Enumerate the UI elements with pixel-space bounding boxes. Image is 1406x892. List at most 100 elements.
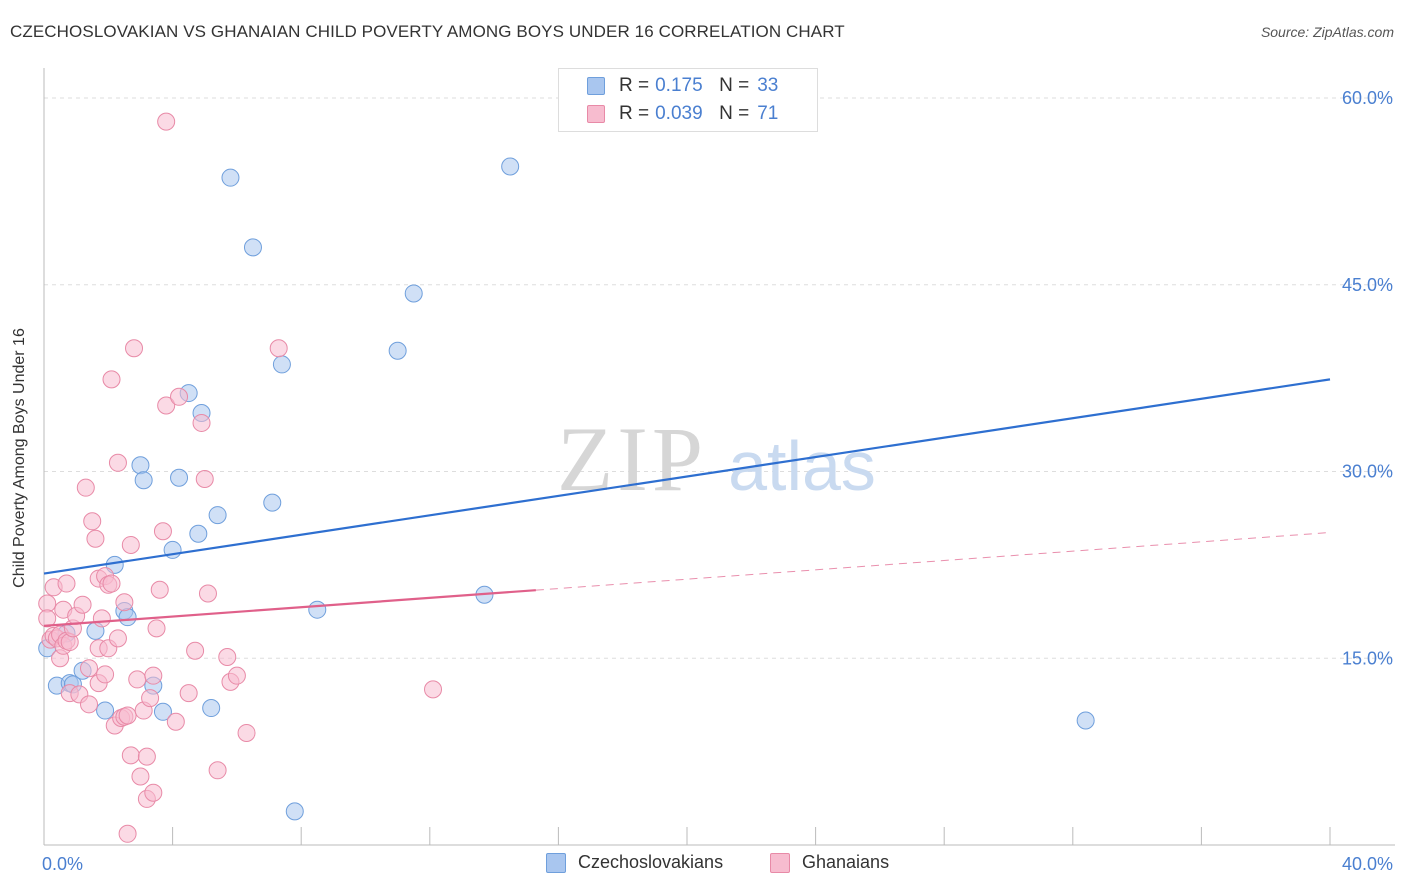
- data-point: [388, 341, 407, 360]
- data-point: [92, 609, 111, 628]
- data-point: [153, 702, 172, 721]
- y-tick-label: 60.0%: [1342, 88, 1393, 108]
- legend-swatch-blue: [587, 77, 605, 95]
- data-point: [404, 284, 423, 303]
- data-point: [237, 723, 256, 742]
- data-point: [157, 112, 176, 131]
- data-point: [108, 629, 127, 648]
- x-tick-label: 40.0%: [1342, 854, 1393, 874]
- data-point: [38, 609, 57, 628]
- data-point: [501, 157, 520, 176]
- correlation-legend: R = 0.175 N = 33 R = 0.039 N = 71: [558, 68, 818, 132]
- legend-r-value: 0.039: [655, 103, 703, 124]
- data-point: [192, 413, 211, 432]
- legend-swatch-blue: [546, 852, 566, 873]
- legend-item-ghanaians[interactable]: Ghanaians: [770, 852, 889, 873]
- data-point: [108, 453, 127, 472]
- data-point: [157, 396, 176, 415]
- y-tick-label: 15.0%: [1342, 648, 1393, 668]
- y-tick-label: 45.0%: [1342, 275, 1393, 295]
- grid-lines: [44, 97, 1395, 659]
- data-point: [195, 469, 214, 488]
- data-point: [102, 370, 121, 389]
- data-point: [186, 641, 205, 660]
- data-point: [170, 387, 189, 406]
- data-point: [76, 478, 95, 497]
- data-point: [221, 168, 240, 187]
- data-point: [208, 761, 227, 780]
- legend-r-label: R =: [619, 103, 650, 124]
- data-point: [147, 619, 166, 638]
- data-point: [189, 524, 208, 543]
- data-point: [153, 522, 172, 541]
- legend-label-ghanaians: Ghanaians: [802, 852, 890, 872]
- data-point: [121, 746, 140, 765]
- data-point: [202, 699, 221, 718]
- data-point: [141, 689, 160, 708]
- legend-row-czechoslovakians: R = 0.175 N = 33: [587, 74, 778, 98]
- data-point: [57, 574, 76, 593]
- trend-line: [43, 589, 536, 627]
- data-point: [227, 666, 246, 685]
- legend-swatch-pink: [770, 852, 790, 873]
- data-point: [80, 659, 99, 678]
- legend-n-label: N =: [719, 75, 750, 96]
- axes: [43, 68, 1395, 846]
- data-point: [170, 468, 189, 487]
- data-point: [218, 648, 237, 667]
- legend-r-value: 0.175: [655, 75, 703, 96]
- data-point: [80, 695, 99, 714]
- legend-n-value: 33: [757, 75, 779, 96]
- data-point: [118, 706, 137, 725]
- trend-line: [43, 378, 1331, 575]
- legend-row-ghanaians: R = 0.039 N = 71: [587, 102, 778, 126]
- data-point: [272, 355, 291, 374]
- data-point: [96, 701, 115, 720]
- data-point: [243, 238, 262, 257]
- data-point: [118, 608, 137, 627]
- data-point: [118, 824, 137, 843]
- data-point: [144, 783, 163, 802]
- legend-r-label: R =: [619, 75, 650, 96]
- data-point: [83, 512, 102, 531]
- data-point: [125, 339, 144, 358]
- watermark-zip: ZIP: [557, 408, 707, 510]
- data-point: [269, 339, 288, 358]
- data-point: [134, 471, 153, 490]
- data-point: [424, 680, 443, 699]
- legend-swatch-pink: [587, 105, 605, 123]
- watermark: ZIP atlas: [557, 408, 876, 510]
- series-ghanaians: [38, 112, 443, 843]
- data-point: [144, 666, 163, 685]
- data-point: [1076, 711, 1095, 730]
- data-point: [285, 802, 304, 821]
- data-point: [121, 535, 140, 554]
- data-point: [73, 595, 92, 614]
- y-tick-label: 30.0%: [1342, 462, 1393, 482]
- data-point: [102, 574, 121, 593]
- trend-line-dashed: [535, 532, 1331, 591]
- legend-item-czechoslovakians[interactable]: Czechoslovakians: [546, 852, 723, 873]
- data-point: [96, 665, 115, 684]
- data-point: [86, 529, 105, 548]
- source-note: Source: ZipAtlas.com: [1260, 24, 1394, 40]
- data-point: [150, 580, 169, 599]
- data-point: [166, 712, 185, 731]
- data-point: [263, 493, 282, 512]
- data-point: [137, 747, 156, 766]
- legend-n-value: 71: [757, 103, 779, 124]
- data-point: [198, 584, 217, 603]
- data-point: [128, 670, 147, 689]
- chart-title: CZECHOSLOVAKIAN VS GHANAIAN CHILD POVERT…: [10, 22, 845, 41]
- y-axis-label: Child Poverty Among Boys Under 16: [11, 328, 28, 588]
- x-tick-label: 0.0%: [42, 854, 83, 874]
- data-point: [308, 600, 327, 619]
- data-point: [131, 767, 150, 786]
- data-point: [179, 684, 198, 703]
- data-point: [131, 456, 150, 475]
- legend-label-czechoslovakians: Czechoslovakians: [578, 852, 724, 872]
- data-point: [115, 593, 134, 612]
- data-point: [208, 506, 227, 525]
- legend-n-label: N =: [719, 103, 750, 124]
